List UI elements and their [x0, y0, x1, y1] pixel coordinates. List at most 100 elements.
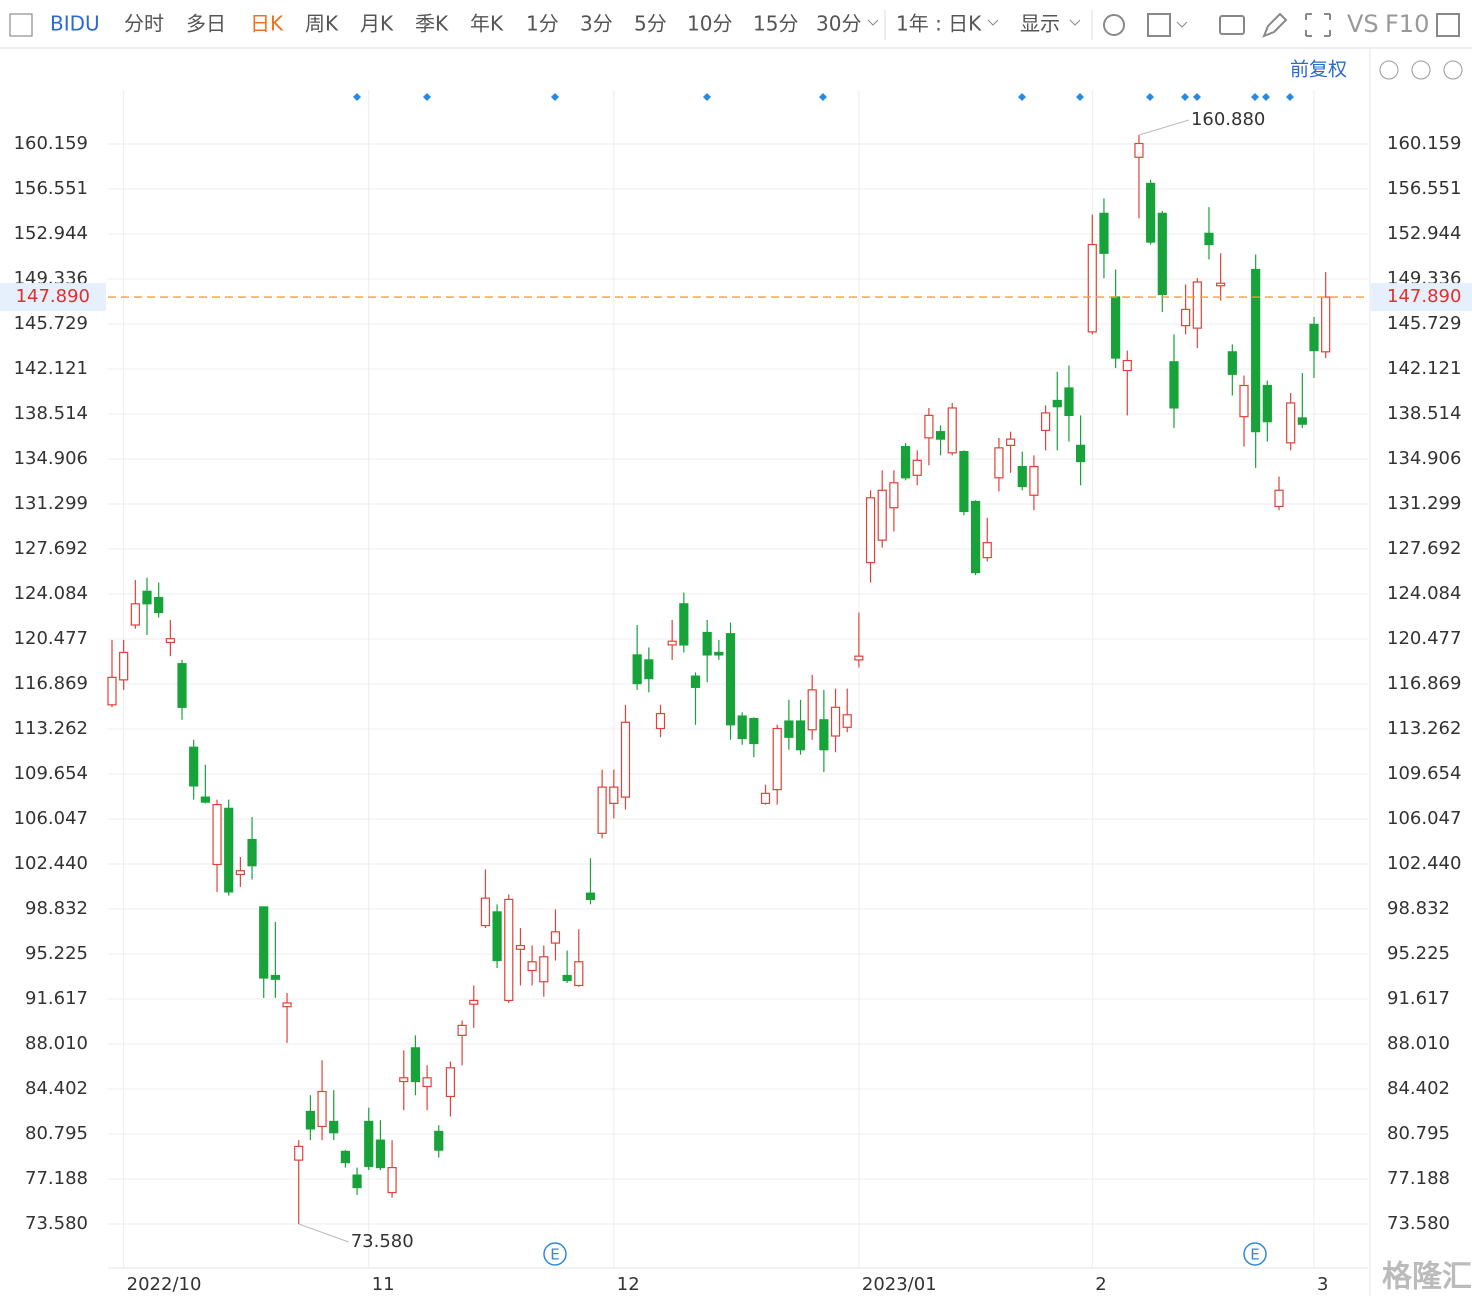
adjust-select[interactable]: 前复权 — [1290, 59, 1347, 81]
candle-body — [434, 1130, 444, 1151]
candle-body — [970, 500, 981, 574]
candle-body — [1076, 444, 1086, 463]
candle-body — [1204, 232, 1214, 246]
sidebar-toggle[interactable] — [9, 13, 33, 37]
candle-body — [562, 974, 572, 982]
earnings-label[interactable]: E — [1250, 1246, 1259, 1264]
earnings-marker[interactable] — [543, 1242, 567, 1266]
y-tick-label: 120.477 — [14, 628, 88, 649]
candle-body — [480, 897, 491, 927]
dropdown-arrow[interactable] — [1069, 19, 1081, 26]
candle-body — [1111, 296, 1121, 359]
period-selected[interactable]: 日K — [250, 12, 284, 36]
style-icon[interactable] — [1147, 13, 1171, 37]
range-select[interactable]: 1年 : 日K — [896, 12, 982, 36]
zoom-out-icon[interactable] — [1411, 60, 1431, 80]
candle-body — [1286, 402, 1296, 444]
dropdown-arrow[interactable] — [867, 19, 879, 26]
candle-body — [585, 892, 596, 901]
candle-body — [504, 898, 514, 1002]
period[interactable]: 多日 — [186, 12, 226, 36]
y-tick-label-right: 102.440 — [1387, 853, 1461, 874]
period[interactable]: 1分 — [526, 12, 559, 36]
y-tick-label-right: 106.047 — [1387, 808, 1461, 829]
camera-icon[interactable] — [1219, 15, 1245, 35]
y-tick-label-right: 124.084 — [1387, 583, 1461, 604]
candle-body — [107, 676, 117, 706]
candle-body — [539, 956, 549, 983]
watermark: 格隆汇 — [1382, 1260, 1472, 1295]
y-tick-label: 95.225 — [25, 943, 88, 964]
settings-icon[interactable] — [1103, 14, 1125, 36]
period[interactable]: 3分 — [580, 12, 613, 36]
y-tick-label-right: 88.010 — [1387, 1033, 1450, 1054]
candle-body — [410, 1047, 421, 1083]
symbol[interactable]: BIDU — [50, 12, 100, 36]
candle-body — [819, 719, 829, 751]
candle-body — [1087, 243, 1097, 333]
period[interactable]: 月K — [360, 12, 394, 36]
y-tick-label: 113.262 — [14, 718, 88, 739]
y-tick-label-right: 131.299 — [1387, 493, 1461, 514]
event-diamonds[interactable] — [353, 93, 1294, 101]
candle-body — [865, 497, 876, 564]
candle-body — [154, 596, 164, 614]
candle-body — [924, 414, 934, 439]
earnings-marker[interactable] — [1243, 1242, 1267, 1266]
y-tick-label: 80.795 — [25, 1123, 88, 1144]
period[interactable]: 15分 — [753, 12, 798, 36]
candle-body — [200, 796, 210, 803]
y-tick-label: 109.654 — [14, 763, 88, 784]
y-tick-label: 134.906 — [14, 448, 88, 469]
candle-body — [900, 446, 911, 479]
dropdown-arrow[interactable] — [1176, 21, 1188, 28]
candle-body — [294, 1145, 304, 1161]
candles — [107, 135, 1331, 1224]
f10-button[interactable]: F10 — [1385, 10, 1429, 38]
x-tick-label: 3 — [1317, 1274, 1328, 1295]
y-tick-label: 160.159 — [14, 133, 88, 154]
period[interactable]: 10分 — [687, 12, 732, 36]
candle-body — [469, 999, 479, 1005]
candle-body — [784, 720, 794, 738]
panel-toggle[interactable] — [1436, 13, 1460, 37]
zoom-in-icon[interactable] — [1443, 60, 1463, 80]
period[interactable]: 分时 — [124, 12, 164, 36]
candle-body — [224, 807, 234, 893]
candle-body — [609, 786, 619, 804]
draw-icon[interactable] — [1262, 12, 1288, 38]
candle-body — [259, 906, 269, 979]
vs-button[interactable]: VS — [1347, 10, 1379, 38]
candle-body — [340, 1150, 350, 1164]
candle-body — [795, 720, 806, 751]
candle-body — [1064, 387, 1074, 417]
earnings-label[interactable]: E — [550, 1246, 559, 1264]
candle-body — [1181, 308, 1191, 327]
y-tick-label: 145.729 — [14, 313, 88, 334]
y-tick-label: 127.692 — [14, 538, 88, 559]
period[interactable]: 5分 — [634, 12, 667, 36]
candle-body — [667, 640, 677, 646]
candle-body — [1122, 359, 1132, 372]
reset-icon[interactable] — [1379, 60, 1399, 80]
y-tick-label: 152.944 — [14, 223, 88, 244]
candle-body — [189, 746, 199, 787]
y-tick-label: 102.440 — [14, 853, 88, 874]
y-tick-label: 124.084 — [14, 583, 88, 604]
candle-body — [807, 689, 817, 731]
fullscreen-icon[interactable] — [1305, 13, 1331, 37]
period[interactable]: 季K — [415, 12, 449, 36]
period[interactable]: 30分 — [816, 12, 861, 36]
candle-body — [235, 870, 245, 876]
period[interactable]: 年K — [470, 12, 504, 36]
candle-body — [644, 659, 654, 680]
display-select[interactable]: 显示 — [1020, 12, 1060, 36]
candle-body — [492, 911, 502, 962]
candle-body — [959, 451, 969, 513]
y-tick-label: 98.832 — [25, 898, 88, 919]
period[interactable]: 周K — [305, 12, 339, 36]
candle-body — [749, 717, 759, 745]
y-tick-label: 131.299 — [14, 493, 88, 514]
dropdown-arrow[interactable] — [987, 19, 999, 26]
